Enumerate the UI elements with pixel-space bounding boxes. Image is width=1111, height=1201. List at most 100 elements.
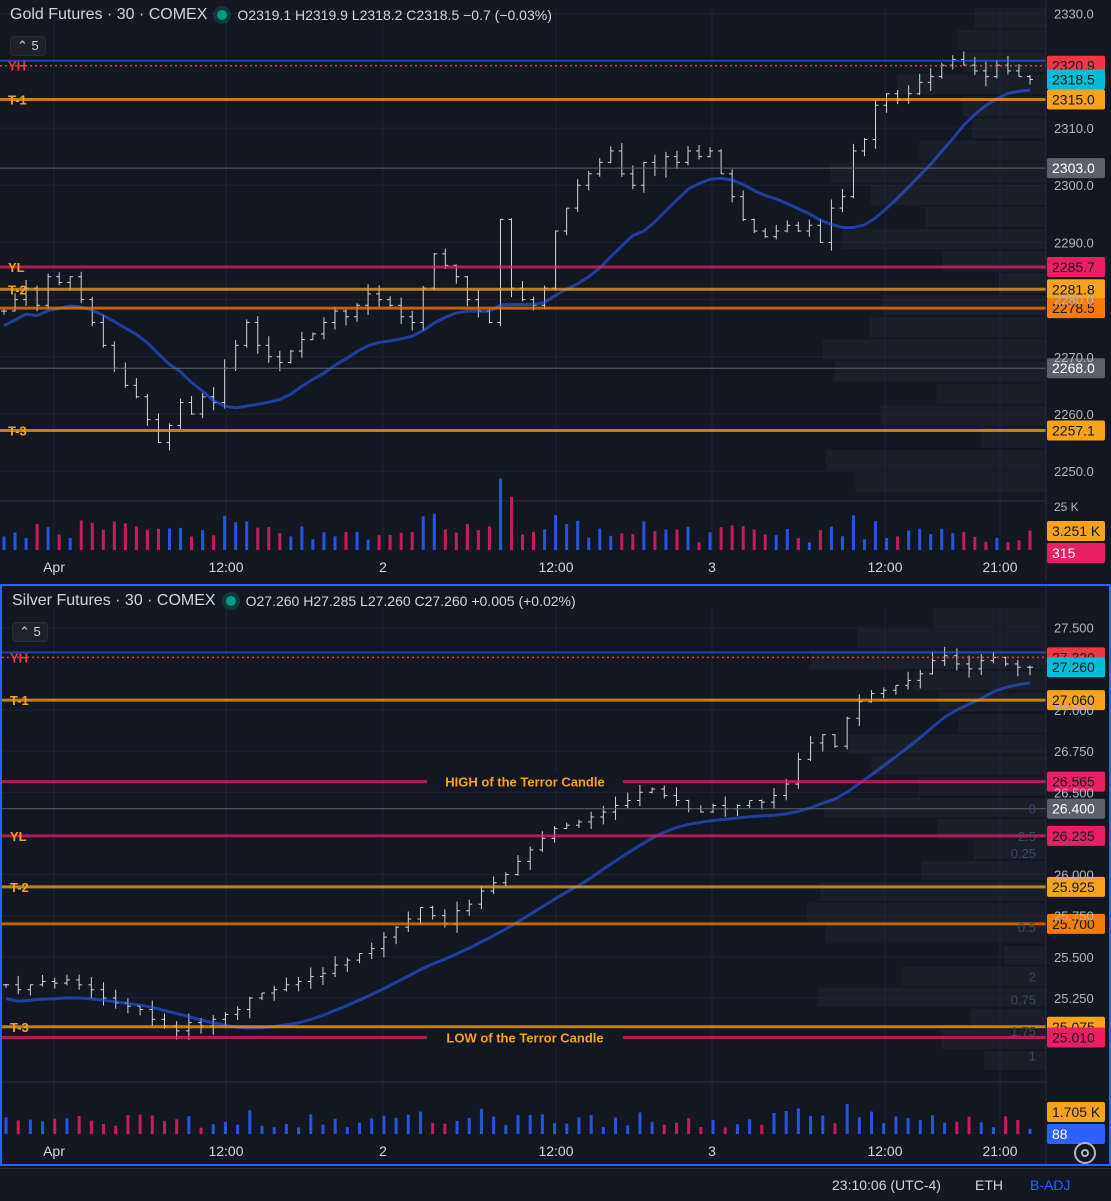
- volume-bar: [857, 1117, 861, 1134]
- volume-bar: [68, 537, 72, 550]
- gold-symbol-title[interactable]: Gold Futures · 30 · COMEX: [10, 6, 208, 23]
- volume-bar: [377, 535, 381, 550]
- fib-level-label: 1.75: [1011, 1024, 1036, 1039]
- session-toggle[interactable]: ETH: [975, 1177, 1003, 1193]
- fib-level-label: 2.5: [1018, 829, 1036, 844]
- y-axis-tick-label: 2330.0: [1054, 7, 1094, 22]
- silver-symbol-title[interactable]: Silver Futures · 30 · COMEX: [12, 592, 216, 609]
- volume-bar: [199, 1127, 203, 1134]
- volume-profile-bar: [963, 96, 1046, 117]
- level-label: YH: [10, 650, 28, 665]
- volume-bar: [598, 528, 602, 550]
- volume-bar: [455, 1120, 459, 1134]
- volume-bar: [1004, 1116, 1008, 1134]
- volume-profile-bar: [825, 924, 1046, 944]
- volume-bar: [626, 1125, 630, 1134]
- volume-bar: [741, 526, 745, 550]
- price-tag-bg: [1047, 825, 1105, 846]
- volume-bar: [366, 539, 370, 550]
- volume-bar: [829, 526, 833, 550]
- gold-indicators-toggle[interactable]: ⌃ 5: [10, 36, 46, 56]
- volume-bar: [565, 524, 569, 550]
- fib-level-label: 0: [1029, 802, 1036, 817]
- volume-profile-bar: [971, 1008, 1046, 1028]
- volume-profile-bar: [937, 818, 1046, 838]
- y-axis-tick-label: 2270.0: [1054, 350, 1094, 365]
- volume-bar: [763, 534, 767, 550]
- volume-bar: [565, 1123, 569, 1134]
- volume-bar: [984, 541, 988, 550]
- volume-profile-bar: [962, 52, 1046, 73]
- volume-bar: [476, 530, 480, 550]
- x-axis-tick-label: 12:00: [538, 559, 573, 575]
- silver-indicators-toggle[interactable]: ⌃ 5: [12, 622, 48, 642]
- volume-bar: [796, 537, 800, 550]
- volume-bar: [906, 1117, 910, 1134]
- chart-settings-gear-icon[interactable]: [1074, 1142, 1096, 1164]
- volume-bar: [774, 535, 778, 550]
- volume-bar: [818, 530, 822, 550]
- silver-chart-canvas[interactable]: YH27.32027.260T-127.06026.56526.400YL26.…: [2, 586, 1109, 1164]
- price-tag: 2318.5: [1052, 71, 1095, 87]
- price-tag-bg: [1047, 158, 1105, 179]
- level-label: T-3: [8, 424, 27, 439]
- volume-bar: [711, 1119, 715, 1134]
- silver-indicator-count: 5: [33, 624, 41, 639]
- volume-bar: [752, 529, 756, 550]
- volume-bar: [300, 526, 304, 550]
- fib-level-label: 0.75: [1011, 993, 1036, 1008]
- price-tag: 2268.0: [1052, 360, 1095, 376]
- volume-bar: [918, 1120, 922, 1134]
- clock-time[interactable]: 23:10:06 (UTC-4): [832, 1177, 941, 1193]
- gold-chart-pane[interactable]: YH 2320.9 2318.5 T-1 2315.0 2303.0 YL 2285.7 T-2…: [0, 0, 1111, 582]
- volume-bar: [467, 1117, 471, 1134]
- silver-legend: Silver Futures · 30 · COMEX O27.260 H27.…: [12, 592, 576, 610]
- y-axis-tick-label: 2260.0: [1054, 407, 1094, 422]
- x-axis-tick-label: 12:00: [208, 1143, 243, 1159]
- volume-bar: [190, 536, 194, 550]
- volume-bar: [443, 529, 447, 550]
- volume-bar: [487, 526, 491, 550]
- volume-bar: [874, 521, 878, 550]
- volume-bar: [516, 1115, 520, 1134]
- price-tag-bg: [1047, 89, 1105, 110]
- volume-bar: [532, 531, 536, 550]
- volume-bar: [465, 523, 469, 550]
- y-axis-tick-label: 25.750: [1054, 909, 1094, 924]
- volume-tag: 88: [1052, 1126, 1068, 1142]
- volume-tag-bg: [1047, 521, 1105, 541]
- level-label: YL: [8, 260, 25, 275]
- volume-profile-bar: [882, 295, 1046, 316]
- volume-bar: [234, 522, 238, 550]
- volume-bar: [631, 534, 635, 550]
- price-tag-bg: [1047, 771, 1105, 792]
- price-tag: 2303.0: [1052, 160, 1095, 176]
- volume-bar: [1028, 1128, 1032, 1134]
- x-axis-tick-label: 12:00: [538, 1143, 573, 1159]
- y-axis-tick-label: 27.500: [1054, 621, 1094, 636]
- volume-bar: [845, 1103, 849, 1134]
- volume-bar: [431, 1122, 435, 1134]
- adjustment-toggle[interactable]: B-ADJ: [1030, 1177, 1071, 1193]
- level-label: T-3: [10, 1020, 29, 1035]
- volume-bar: [333, 1118, 337, 1134]
- volume-bar: [454, 532, 458, 550]
- price-tag: 25.700: [1052, 916, 1095, 932]
- level-label: T-2: [8, 282, 27, 297]
- silver-chart-pane[interactable]: YH27.32027.260T-127.06026.56526.400YL26.…: [0, 584, 1111, 1166]
- chevron-up-icon: ⌃: [17, 38, 28, 53]
- x-axis-tick-label: 12:00: [208, 559, 243, 575]
- volume-bar: [53, 1118, 57, 1134]
- price-tag: 2278.5: [1052, 300, 1095, 316]
- volume-bar: [642, 521, 646, 550]
- volume-bar: [46, 527, 50, 550]
- gold-legend: Gold Futures · 30 · COMEX O2319.1 H2319.…: [10, 6, 552, 24]
- volume-profile-bar: [842, 228, 1046, 249]
- volume-profile-bar: [810, 650, 1046, 670]
- x-axis-tick-label: Apr: [43, 559, 65, 575]
- annotation-bg: [427, 1028, 623, 1047]
- volume-profile-bar: [857, 629, 1046, 649]
- price-tag-bg: [1047, 798, 1105, 819]
- volume-profile-bar: [921, 861, 1046, 881]
